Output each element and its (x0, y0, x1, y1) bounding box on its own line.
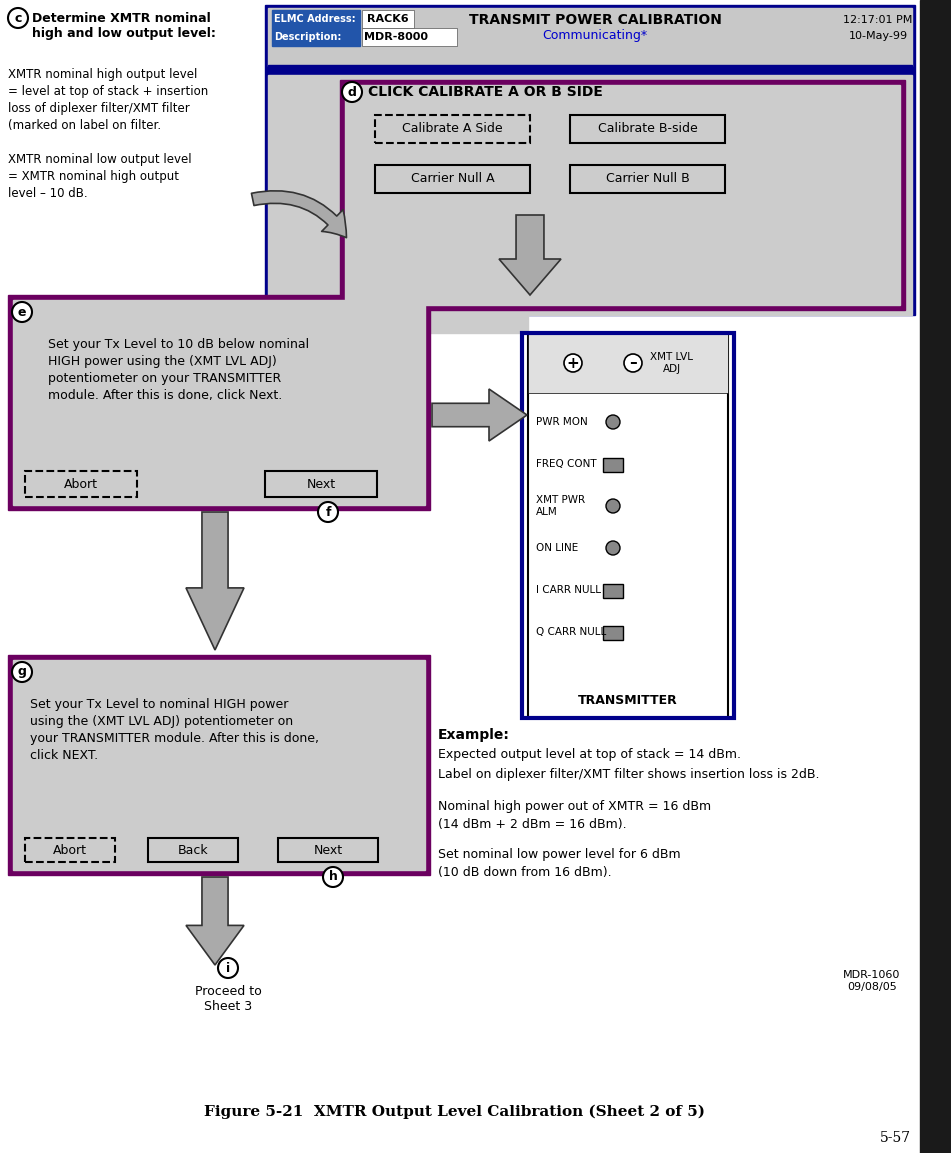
Text: Next: Next (306, 477, 336, 490)
Text: (10 dB down from 16 dBm).: (10 dB down from 16 dBm). (438, 866, 611, 879)
Text: Label on diplexer filter/XMT filter shows insertion loss is 2dB.: Label on diplexer filter/XMT filter show… (438, 768, 820, 781)
Bar (345, 85, 900, 306)
Polygon shape (432, 389, 527, 440)
Polygon shape (186, 877, 244, 965)
Bar (362, 28, 457, 46)
Circle shape (606, 415, 620, 429)
Text: 12:17:01 PM: 12:17:01 PM (844, 15, 913, 25)
Bar (522, 333, 734, 718)
Text: d: d (347, 85, 357, 98)
Text: Abort: Abort (53, 844, 87, 857)
Circle shape (624, 354, 642, 372)
Text: 5-57: 5-57 (880, 1131, 910, 1145)
Text: Calibrate B-side: Calibrate B-side (597, 122, 697, 136)
Text: +: + (567, 355, 579, 370)
Text: MDR-8000: MDR-8000 (364, 32, 428, 42)
Text: Expected output level at top of stack = 14 dBm.: Expected output level at top of stack = … (438, 748, 741, 761)
Text: XMTR nominal high output level
= level at top of stack + insertion
loss of diple: XMTR nominal high output level = level a… (8, 68, 208, 199)
Bar (375, 165, 530, 193)
FancyArrowPatch shape (251, 190, 346, 238)
Text: XMT LVL
ADJ: XMT LVL ADJ (650, 352, 693, 374)
Text: ON LINE: ON LINE (536, 543, 578, 553)
Text: FREQ CONT: FREQ CONT (536, 459, 596, 469)
Circle shape (606, 499, 620, 513)
Circle shape (318, 502, 338, 522)
Text: PWR MON: PWR MON (536, 417, 588, 427)
Text: TRANSMIT POWER CALIBRATION: TRANSMIT POWER CALIBRATION (469, 13, 722, 27)
Circle shape (12, 662, 32, 683)
Text: Nominal high power out of XMTR = 16 dBm: Nominal high power out of XMTR = 16 dBm (438, 800, 711, 813)
Circle shape (218, 958, 238, 978)
Text: Proceed to
Sheet 3: Proceed to Sheet 3 (195, 985, 262, 1013)
Bar (268, 75, 912, 315)
Text: Description:: Description: (274, 32, 341, 42)
Bar (8, 655, 430, 875)
Text: Determine XMTR nominal
high and low output level:: Determine XMTR nominal high and low outp… (32, 12, 216, 40)
Circle shape (12, 302, 32, 322)
Circle shape (323, 867, 343, 887)
Text: –: – (630, 355, 637, 370)
Circle shape (564, 354, 582, 372)
Bar (148, 838, 238, 862)
Text: TRANSMITTER: TRANSMITTER (578, 693, 678, 707)
Text: Set nominal low power level for 6 dBm: Set nominal low power level for 6 dBm (438, 847, 681, 861)
Text: Figure 5-21  XMTR Output Level Calibration (Sheet 2 of 5): Figure 5-21 XMTR Output Level Calibratio… (204, 1105, 706, 1120)
Text: RACK6: RACK6 (367, 14, 409, 24)
Polygon shape (499, 214, 561, 295)
Bar (528, 333, 728, 718)
Text: g: g (17, 665, 27, 678)
Bar (268, 312, 528, 333)
Text: MDR-1060
09/08/05: MDR-1060 09/08/05 (844, 970, 901, 992)
Bar (25, 470, 137, 497)
Text: ELMC Address:: ELMC Address: (274, 14, 356, 24)
Text: Carrier Null A: Carrier Null A (411, 173, 495, 186)
Text: CLICK CALIBRATE A OR B SIDE: CLICK CALIBRATE A OR B SIDE (368, 85, 603, 99)
Bar (570, 165, 725, 193)
Text: 10-May-99: 10-May-99 (848, 31, 907, 42)
Circle shape (342, 82, 362, 101)
Bar (272, 28, 360, 46)
Text: Calibrate A Side: Calibrate A Side (402, 122, 503, 136)
Text: Back: Back (178, 844, 208, 857)
Bar (570, 115, 725, 143)
Bar (528, 333, 728, 393)
Bar (265, 470, 377, 497)
Bar (362, 10, 414, 28)
Text: h: h (328, 871, 338, 883)
Bar (8, 295, 430, 510)
Polygon shape (186, 512, 244, 650)
Text: Q CARR NULL: Q CARR NULL (536, 627, 606, 636)
Text: Next: Next (314, 844, 342, 857)
Text: Set your Tx Level to 10 dB below nominal
HIGH power using the (XMT LVL ADJ)
pote: Set your Tx Level to 10 dB below nominal… (48, 338, 309, 402)
Bar (13, 660, 425, 871)
Bar (603, 458, 623, 472)
Text: Example:: Example: (438, 728, 510, 743)
Bar (13, 300, 425, 505)
Text: i: i (226, 962, 230, 974)
Text: XMT PWR
ALM: XMT PWR ALM (536, 495, 585, 517)
Circle shape (606, 541, 620, 555)
Bar (268, 8, 912, 66)
Bar (603, 626, 623, 640)
Text: I CARR NULL: I CARR NULL (536, 585, 601, 595)
Bar (265, 5, 915, 315)
Bar (25, 838, 115, 862)
Text: c: c (14, 12, 22, 24)
Text: Set your Tx Level to nominal HIGH power
using the (XMT LVL ADJ) potentiometer on: Set your Tx Level to nominal HIGH power … (30, 698, 319, 762)
Circle shape (8, 8, 28, 28)
Text: Abort: Abort (64, 477, 98, 490)
Bar (603, 585, 623, 598)
Bar (375, 115, 530, 143)
Bar (268, 65, 912, 70)
Bar (278, 838, 378, 862)
Text: f: f (325, 505, 331, 519)
Text: e: e (18, 306, 27, 318)
Text: Communicating*: Communicating* (542, 30, 648, 43)
Bar (272, 10, 360, 28)
Bar (920, 0, 951, 1153)
Text: Carrier Null B: Carrier Null B (606, 173, 689, 186)
Bar (340, 80, 905, 310)
Text: (14 dBm + 2 dBm = 16 dBm).: (14 dBm + 2 dBm = 16 dBm). (438, 817, 627, 831)
